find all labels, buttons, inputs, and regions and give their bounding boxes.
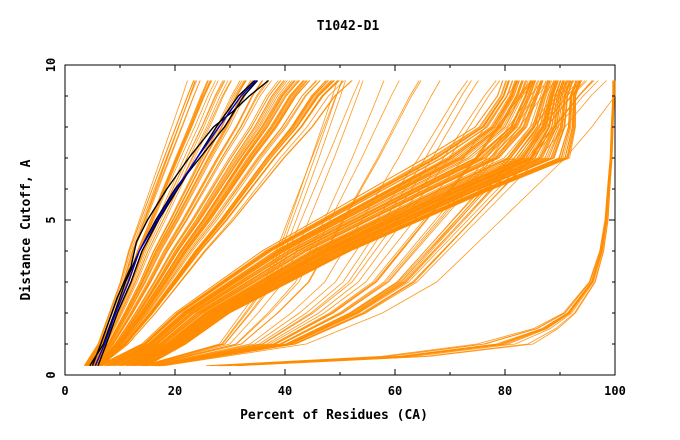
model-line-g3-30 (158, 80, 580, 367)
model-line-g1-79 (98, 80, 332, 367)
x-tick-label-40: 40 (278, 384, 292, 398)
model-line-g3-1 (157, 80, 549, 367)
model-line-g2-85 (110, 80, 524, 367)
model-line-g2-97 (133, 80, 559, 367)
model-line-g2-91 (137, 80, 566, 367)
model-line-g3-19 (163, 80, 616, 367)
model-line-g1-64 (93, 80, 282, 366)
model-line-g1-37 (99, 80, 338, 367)
model-line-g2-44 (122, 80, 544, 367)
y-tick-label-10: 10 (44, 58, 58, 72)
x-tick-label-100: 100 (604, 384, 626, 398)
model-line-g1-54 (94, 80, 285, 366)
model-line-g3-12 (146, 80, 400, 367)
model-line-g2-59 (124, 80, 547, 367)
x-tick-label-80: 80 (498, 384, 512, 398)
model-line-g3-13 (144, 80, 364, 367)
model-line-g3-8 (153, 80, 501, 367)
model-line-g3-40 (155, 80, 536, 367)
model-line-g1-78 (87, 80, 226, 366)
model-line-g1-75 (96, 80, 311, 366)
model-line-g1-40 (89, 80, 241, 366)
model-line-g3-11 (149, 80, 441, 367)
model-line-g1-90 (91, 80, 263, 366)
model-line-g2-107 (100, 80, 508, 367)
model-line-g1-84 (100, 80, 352, 367)
model-line-g2-37 (118, 80, 535, 367)
axis-layer: 0 20 40 60 80 100 0 5 10 (44, 58, 626, 398)
model-line-g2-109 (121, 80, 544, 367)
model-line-g2-58 (129, 80, 556, 367)
model-line-g2-102 (145, 80, 578, 367)
model-line-g3-36 (159, 80, 588, 367)
model-line-g2-49 (119, 80, 540, 367)
y-tick-label-0: 0 (44, 371, 58, 378)
model-line-g1-56 (95, 80, 296, 366)
model-line-g3-27 (161, 80, 607, 367)
x-tick-label-20: 20 (168, 384, 182, 398)
model-line-g2-70 (117, 80, 534, 367)
model-line-g3-25 (152, 80, 472, 367)
model-line-g1-86 (99, 80, 332, 367)
model-line-g3-21 (142, 80, 338, 367)
model-line-g4-11 (210, 80, 614, 367)
model-line-g1-70 (85, 80, 212, 366)
model-line-g3-17 (150, 80, 468, 367)
model-line-g1-2 (88, 80, 232, 366)
model-line-g2-33 (125, 80, 549, 367)
model-line-g2-105 (104, 80, 516, 367)
model-line-g1-24 (90, 80, 253, 366)
model-line-g2-6 (112, 80, 529, 367)
model-line-g3-31 (157, 80, 543, 367)
model-line-g3-38 (146, 80, 385, 367)
model-line-g3-37 (142, 80, 342, 367)
highlight-line-3 (97, 79, 256, 366)
model-line-g3-3 (158, 80, 583, 367)
highlight-line-2 (89, 80, 259, 367)
highlight-layer (89, 79, 269, 367)
model-line-g1-87 (94, 80, 288, 366)
model-line-g1-60 (83, 80, 195, 366)
model-line-g3-29 (159, 80, 595, 367)
model-line-g2-46 (130, 80, 558, 367)
model-line-g1-62 (84, 80, 198, 366)
model-line-g3-28 (152, 80, 497, 367)
model-line-g1-58 (90, 80, 254, 366)
model-line-g2-108 (102, 80, 514, 367)
model-line-g1-41 (97, 80, 321, 367)
model-line-g3-22 (158, 80, 574, 367)
model-line-g3-34 (160, 80, 599, 367)
highlight-line-4 (94, 80, 257, 366)
model-line-g3-39 (154, 80, 520, 367)
model-line-g2-32 (111, 80, 528, 367)
model-line-g2-69 (97, 80, 504, 367)
model-line-g3-10 (143, 80, 346, 367)
model-line-g1-17 (97, 80, 321, 367)
model-line-g1-89 (96, 80, 318, 366)
model-line-g2-103 (107, 80, 518, 367)
model-line-g3-14 (141, 80, 343, 367)
model-line-g2-16 (99, 80, 507, 367)
model-line-g2-78 (114, 80, 533, 367)
model-line-g1-68 (95, 80, 304, 366)
model-line-g3-35 (159, 80, 586, 367)
model-line-g2-82 (127, 80, 550, 367)
y-tick-label-5: 5 (44, 216, 58, 223)
x-axis-title: Percent of Residues (CA) (240, 408, 428, 423)
x-tick-label-0: 0 (61, 384, 68, 398)
model-line-g3-6 (143, 80, 361, 367)
chart-title: T1042-D1 (317, 19, 380, 34)
model-line-g3-32 (157, 80, 551, 367)
y-axis-title: Distance Cutoff, A (19, 159, 34, 300)
model-line-g2-88 (142, 80, 573, 367)
model-line-g1-88 (92, 80, 270, 366)
model-line-g3-26 (147, 80, 422, 367)
model-line-g1-82 (95, 80, 304, 366)
model-line-g2-100 (101, 80, 510, 367)
model-line-g1-76 (87, 80, 232, 366)
x-tick-label-60: 60 (388, 384, 402, 398)
model-line-g3-9 (152, 80, 479, 367)
